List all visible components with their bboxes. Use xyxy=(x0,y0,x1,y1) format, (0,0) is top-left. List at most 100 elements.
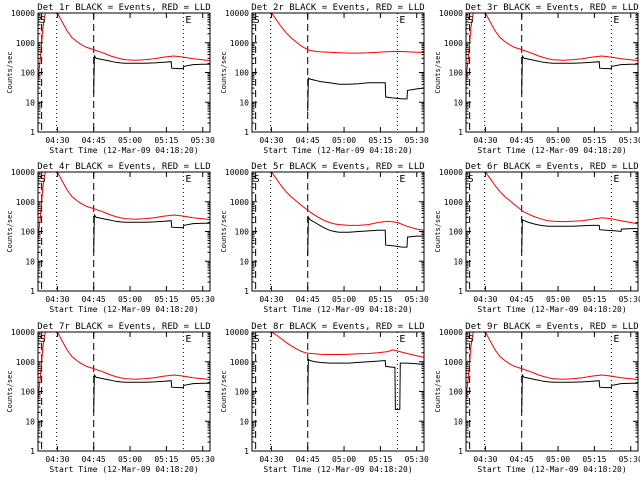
x-axis-label: Start Time (12-Mar-09 04:18:20) xyxy=(477,465,626,474)
x-tick-label: 04:45 xyxy=(82,295,106,304)
events-series-line xyxy=(307,358,424,410)
x-tick-label: 05:15 xyxy=(368,295,392,304)
start-marker-label: S xyxy=(254,174,260,185)
x-tick-label: 05:15 xyxy=(582,136,606,145)
x-tick-label: 04:30 xyxy=(45,455,69,464)
x-tick-label: 05:00 xyxy=(332,295,356,304)
lld-series-line xyxy=(252,13,424,54)
plot-frame xyxy=(465,12,639,133)
plot-area xyxy=(38,332,210,451)
panel-9: Det 9r BLACK = Events, RED = LLD S E 1 10 100… xyxy=(434,322,640,474)
y-tick-label: 1000 xyxy=(16,358,35,367)
plot-area xyxy=(252,332,424,451)
x-tick-label: 05:00 xyxy=(118,295,142,304)
events-series-line xyxy=(93,54,210,94)
x-tick-label: 05:30 xyxy=(191,455,215,464)
start-marker-label: S xyxy=(468,174,474,185)
y-tick-label: 10000 xyxy=(225,9,249,18)
end-marker-label: E xyxy=(185,15,191,26)
x-axis-label: Start Time (12-Mar-09 04:18:20) xyxy=(477,146,626,155)
y-tick-label: 10000 xyxy=(439,168,463,177)
plot-frame xyxy=(251,331,425,452)
y-tick-label: 100 xyxy=(235,388,250,397)
y-tick-label: 1000 xyxy=(230,39,249,48)
y-tick-label: 1000 xyxy=(230,358,249,367)
x-tick-label: 04:30 xyxy=(473,455,497,464)
x-tick-label: 05:30 xyxy=(619,136,640,145)
panel-1: Det 1r BLACK = Events, RED = LLD S E 1 10 100… xyxy=(6,3,215,155)
lld-series-line xyxy=(38,332,210,399)
x-tick-label: 04:30 xyxy=(259,295,283,304)
x-tick-label: 05:30 xyxy=(405,295,429,304)
y-tick-label: 10 xyxy=(239,417,249,426)
events-series-line xyxy=(307,77,424,112)
y-tick-label: 10000 xyxy=(11,168,35,177)
start-marker-label: S xyxy=(254,334,260,345)
x-tick-label: 04:45 xyxy=(296,295,320,304)
x-tick-label: 04:45 xyxy=(82,455,106,464)
y-axis-label: Counts/sec xyxy=(220,370,228,412)
end-marker-label: E xyxy=(613,15,619,26)
panel-6: Det 6r BLACK = Events, RED = LLD S E 1 10 100… xyxy=(434,162,640,314)
end-marker-label: E xyxy=(613,174,619,185)
events-series-line xyxy=(307,215,424,257)
y-axis-label: Counts/sec xyxy=(6,370,14,412)
panel-title: Det 5r BLACK = Events, RED = LLD xyxy=(251,162,424,172)
x-tick-label: 04:45 xyxy=(510,136,534,145)
x-axis-label: Start Time (12-Mar-09 04:18:20) xyxy=(49,146,198,155)
x-axis-label: Start Time (12-Mar-09 04:18:20) xyxy=(263,305,412,314)
y-tick-label: 1000 xyxy=(16,39,35,48)
plot-frame xyxy=(251,171,425,292)
end-marker-label: E xyxy=(185,334,191,345)
x-tick-label: 05:30 xyxy=(191,295,215,304)
x-tick-label: 04:30 xyxy=(45,136,69,145)
y-tick-label: 100 xyxy=(449,69,464,78)
y-axis-label: Counts/sec xyxy=(434,210,442,252)
y-tick-label: 100 xyxy=(235,228,250,237)
y-tick-label: 1 xyxy=(30,128,35,137)
start-marker-label: S xyxy=(468,334,474,345)
panel-title: Det 9r BLACK = Events, RED = LLD xyxy=(465,322,638,332)
start-marker-label: S xyxy=(40,174,46,185)
plot-area xyxy=(466,13,638,132)
panel-5: Det 5r BLACK = Events, RED = LLD S E 1 10 100… xyxy=(220,162,429,314)
x-tick-label: 05:30 xyxy=(619,455,640,464)
y-axis-label: Counts/sec xyxy=(220,210,228,252)
x-tick-label: 05:00 xyxy=(118,455,142,464)
end-marker-label: E xyxy=(185,174,191,185)
y-tick-label: 10000 xyxy=(11,9,35,18)
plot-area xyxy=(252,13,424,132)
y-tick-label: 10 xyxy=(453,257,463,266)
x-tick-label: 04:30 xyxy=(473,295,497,304)
plot-frame xyxy=(37,12,211,133)
lld-series-line xyxy=(252,332,424,358)
plot-frame xyxy=(251,12,425,133)
y-tick-label: 100 xyxy=(21,228,36,237)
x-tick-label: 05:30 xyxy=(619,295,640,304)
lld-series-line xyxy=(252,172,424,231)
x-axis-label: Start Time (12-Mar-09 04:18:20) xyxy=(49,305,198,314)
plot-area xyxy=(466,172,638,291)
y-tick-label: 100 xyxy=(449,228,464,237)
x-tick-label: 04:45 xyxy=(510,295,534,304)
y-tick-label: 10000 xyxy=(11,328,35,337)
start-marker-label: S xyxy=(468,15,474,26)
y-tick-label: 100 xyxy=(235,69,250,78)
panel-title: Det 7r BLACK = Events, RED = LLD xyxy=(37,322,210,332)
lld-series-line xyxy=(38,172,210,239)
y-tick-label: 10 xyxy=(239,257,249,266)
x-tick-label: 04:30 xyxy=(259,136,283,145)
end-marker-label: E xyxy=(399,174,405,185)
y-tick-label: 1 xyxy=(458,447,463,456)
y-tick-label: 10000 xyxy=(439,9,463,18)
y-axis-label: Counts/sec xyxy=(434,51,442,93)
x-tick-label: 04:45 xyxy=(82,136,106,145)
panel-title: Det 8r BLACK = Events, RED = LLD xyxy=(251,322,424,332)
y-tick-label: 1 xyxy=(244,447,249,456)
x-tick-label: 04:45 xyxy=(296,136,320,145)
y-tick-label: 1 xyxy=(244,287,249,296)
y-tick-label: 1 xyxy=(244,128,249,137)
lld-series-line xyxy=(466,172,638,225)
y-tick-label: 10000 xyxy=(225,328,249,337)
